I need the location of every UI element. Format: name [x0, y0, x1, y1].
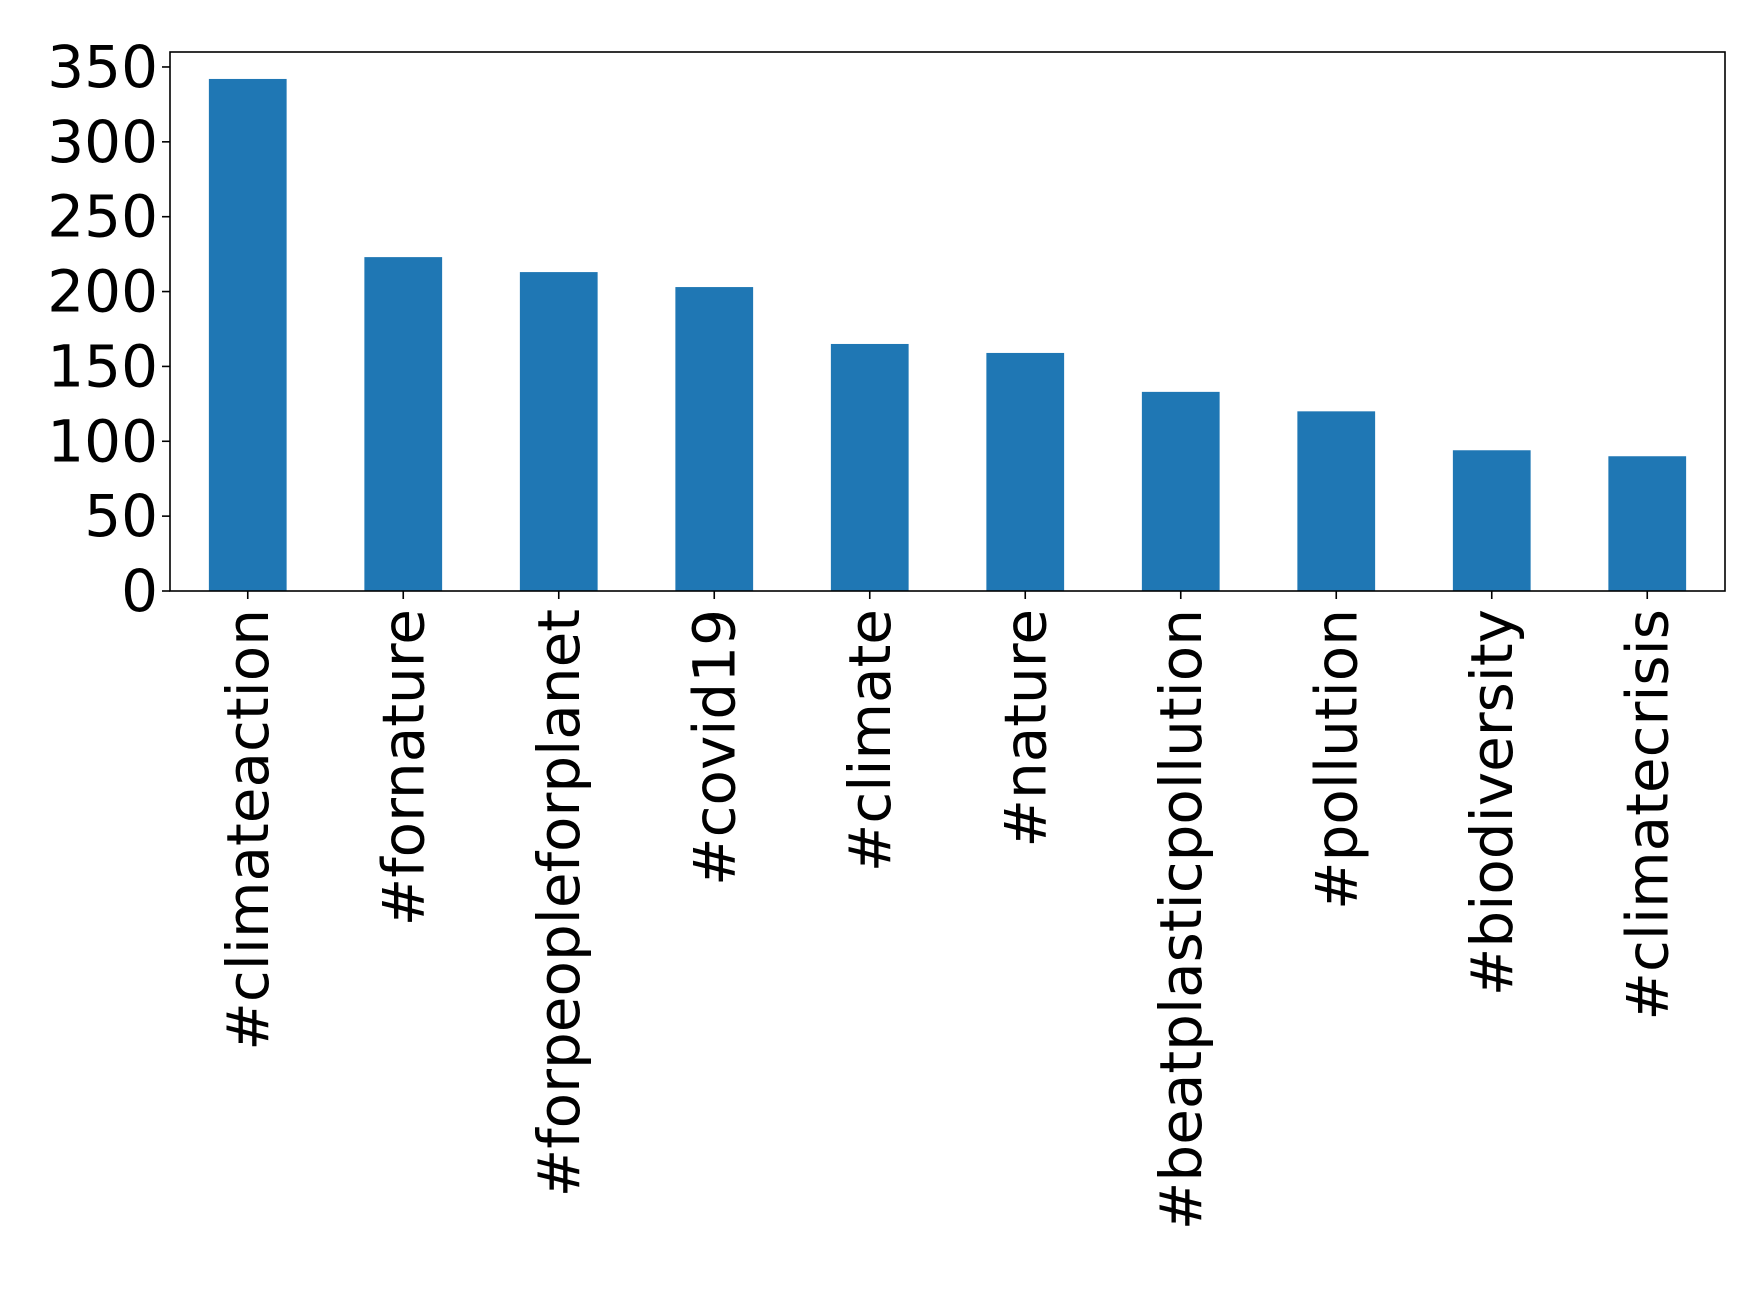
x-tick-label: #biodiversity [1458, 609, 1526, 996]
bar-beatplasticpollution [1141, 391, 1220, 591]
y-tick-label: 300 [47, 108, 158, 176]
bar-forpeopleforplanet [519, 272, 598, 591]
x-tick-label: #climatecrisis [1613, 609, 1681, 1021]
bar-climateaction [208, 78, 287, 591]
x-axis-ticks: #climateaction #fornature #forpeopleforpla… [214, 591, 1681, 1230]
y-tick-label: 100 [47, 407, 158, 475]
axes-frame [169, 51, 1726, 592]
y-tick-label: 0 [121, 557, 158, 625]
bar-biodiversity [1452, 450, 1531, 591]
y-tick-label: 150 [47, 332, 158, 400]
bar-pollution [1297, 411, 1376, 591]
bar-climatecrisis [1608, 456, 1687, 591]
x-tick-label: #nature [991, 609, 1059, 848]
x-tick-label: #forpeopleforplanet [525, 609, 593, 1197]
x-tick-label: #climate [836, 609, 904, 872]
bar-covid19 [675, 287, 754, 591]
bar-nature [986, 352, 1065, 591]
x-tick-label: #beatplasticpollution [1147, 609, 1215, 1230]
x-tick-label: #climateaction [214, 609, 282, 1051]
x-tick-label: #pollution [1302, 609, 1370, 910]
y-tick-label: 350 [47, 33, 158, 101]
bar-fornature [364, 257, 443, 591]
x-tick-label: #covid19 [680, 609, 748, 886]
x-tick-label: #fornature [369, 609, 437, 926]
bars-layer [208, 78, 1687, 591]
y-tick-label: 200 [47, 258, 158, 326]
y-tick-label: 50 [84, 482, 158, 550]
bar-climate [830, 343, 909, 591]
y-tick-label: 250 [47, 183, 158, 251]
